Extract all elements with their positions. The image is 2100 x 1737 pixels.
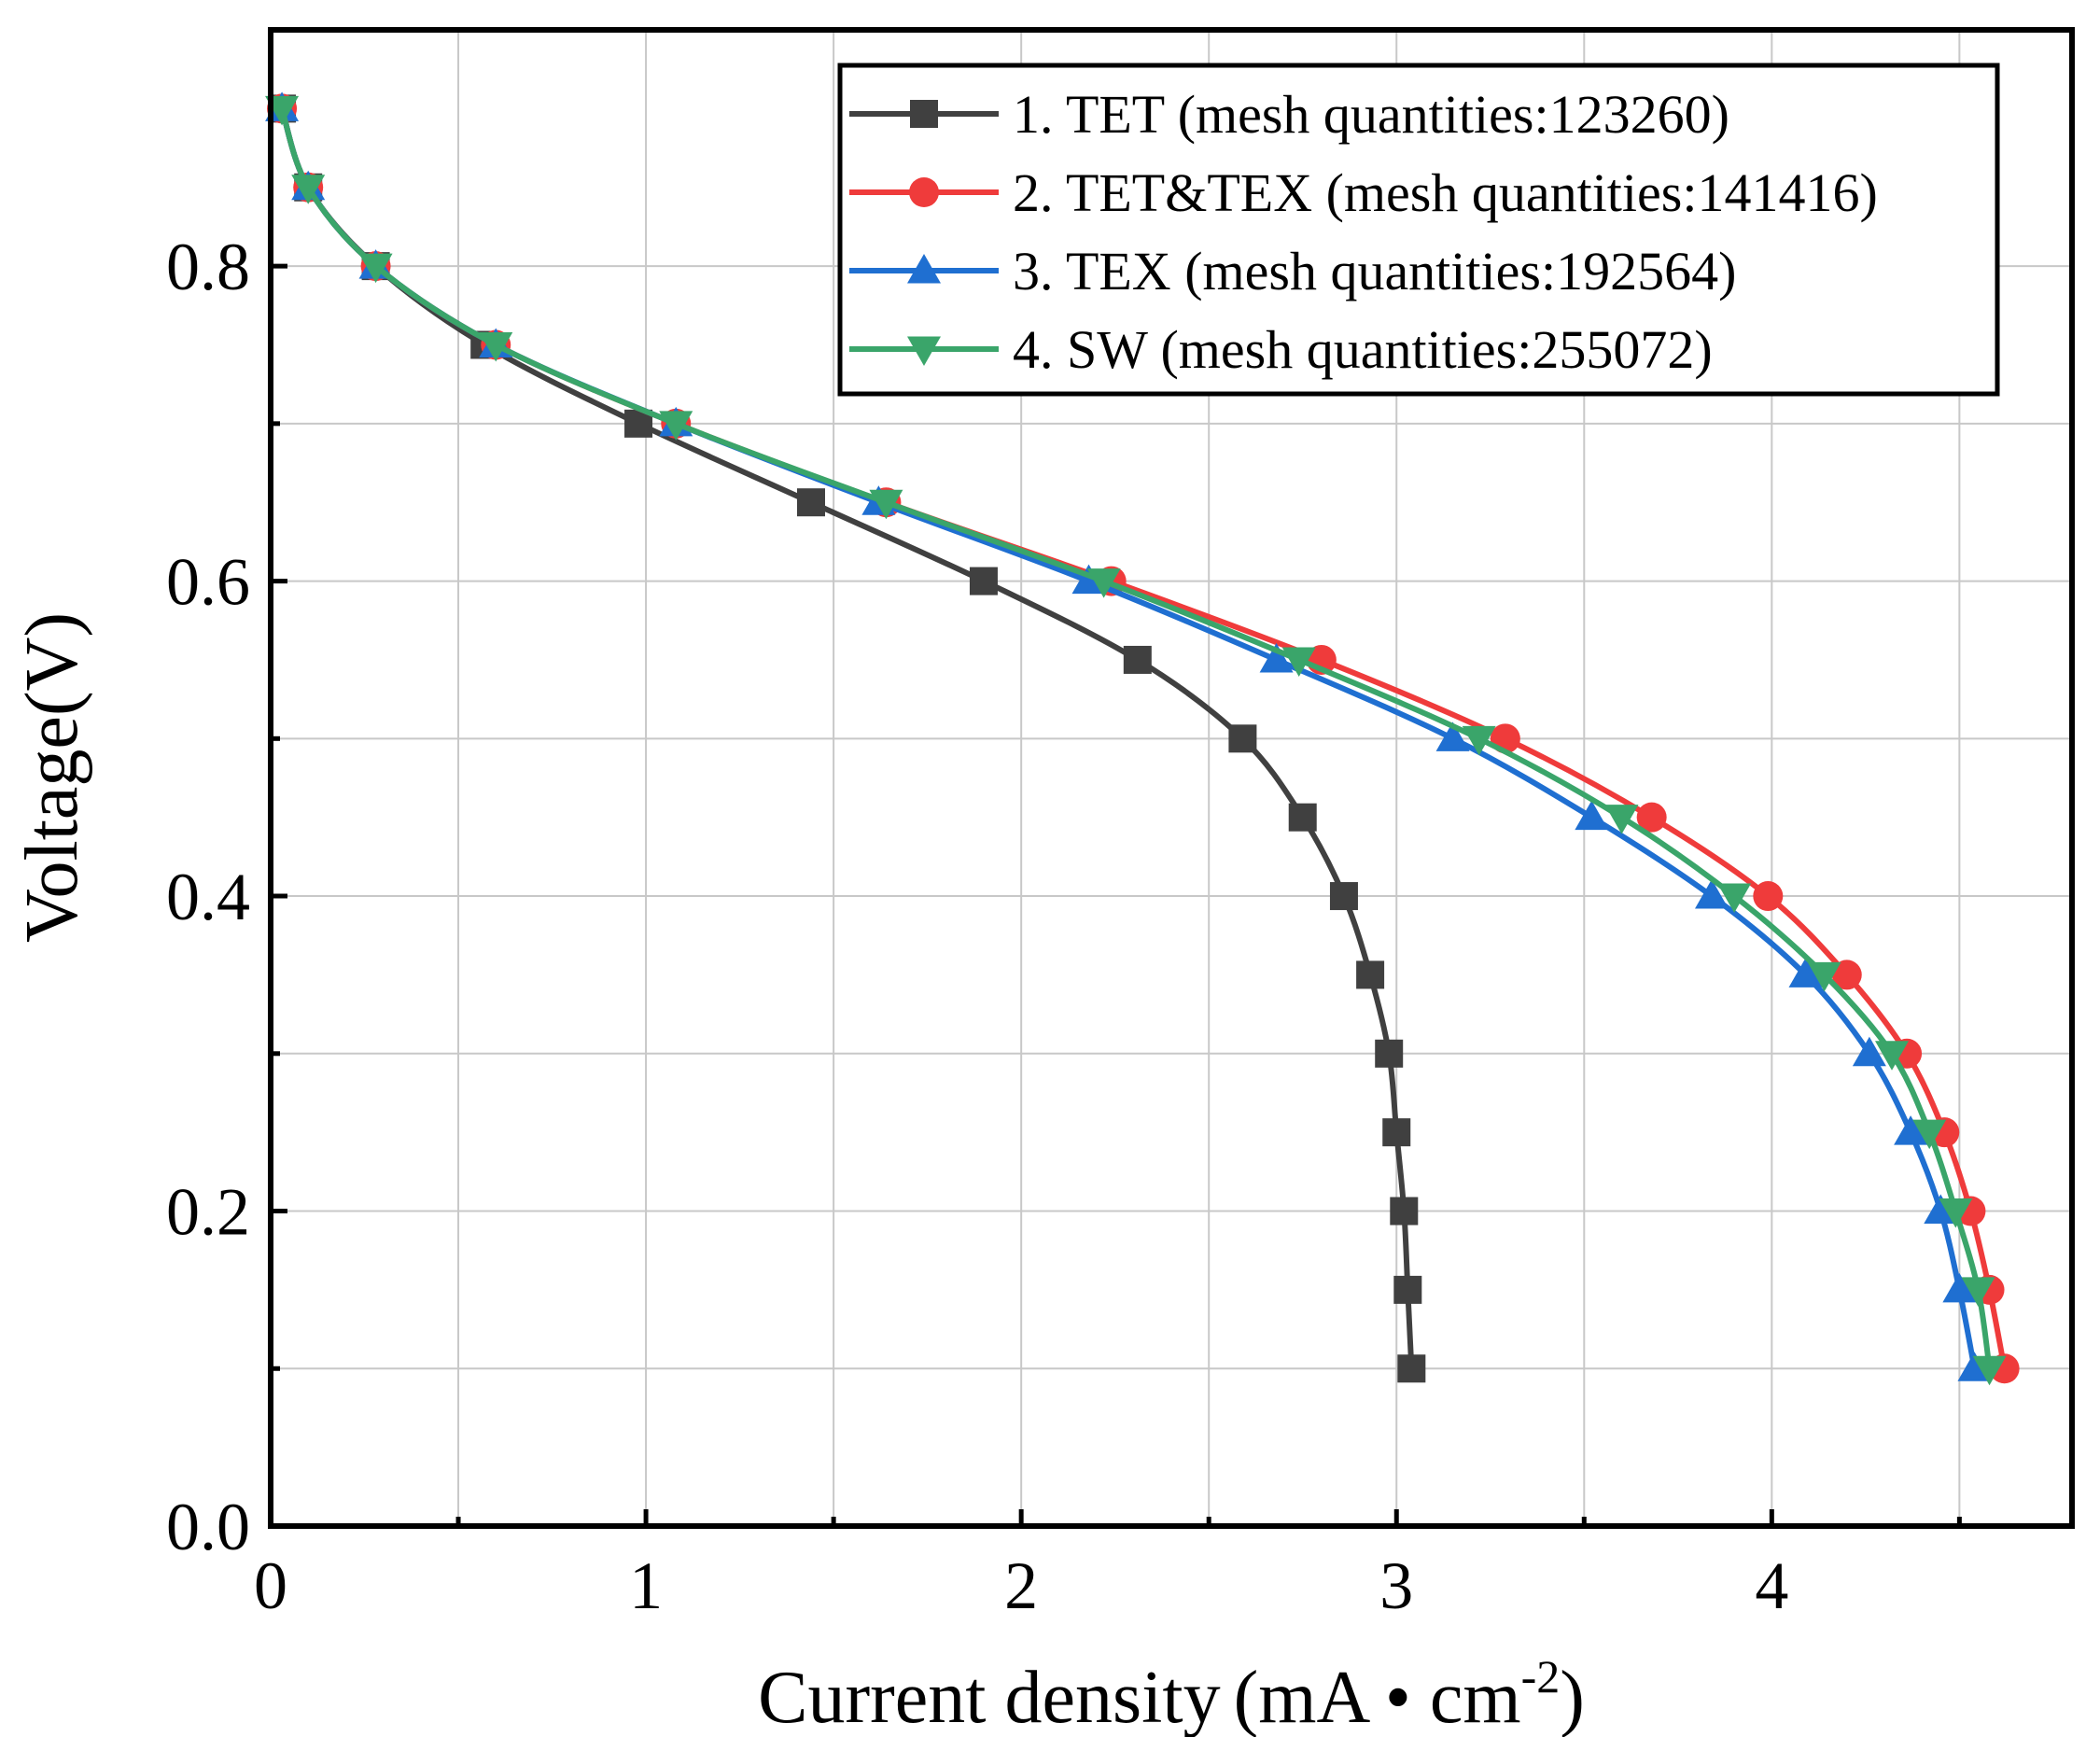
x-tick-label: 2 <box>1004 1548 1038 1623</box>
data-point <box>1397 1354 1426 1383</box>
data-point <box>1972 1355 2007 1386</box>
legend-entry-3: 3. TEX (mesh quantities:192564) <box>849 241 1736 301</box>
data-point <box>1281 647 1316 677</box>
data-point <box>1382 1118 1411 1147</box>
y-axis-title: Voltage(V) <box>11 612 93 943</box>
legend-entry-1: 1. TET (mesh quantities:123260) <box>849 84 1729 145</box>
data-point <box>1071 564 1106 595</box>
data-point <box>1894 1115 1928 1145</box>
data-point <box>1957 1352 1992 1381</box>
y-tick-label: 0.2 <box>166 1175 250 1250</box>
legend-marker <box>909 177 939 207</box>
y-tick-label: 0.0 <box>166 1490 250 1564</box>
y-tick-label: 0.6 <box>166 545 250 620</box>
data-point <box>1939 1198 1973 1228</box>
data-point <box>1393 1275 1422 1304</box>
data-point <box>1961 1277 1995 1307</box>
data-point <box>1831 960 1862 990</box>
data-point <box>1875 1041 1909 1071</box>
x-tick-label: 3 <box>1379 1548 1413 1623</box>
legend-marker <box>907 254 941 284</box>
data-point <box>1717 883 1752 914</box>
data-point <box>1329 882 1358 911</box>
plot-frame <box>268 27 2075 1529</box>
data-point <box>1462 725 1496 756</box>
data-point <box>1288 803 1317 832</box>
data-point <box>1807 961 1841 992</box>
data-point <box>1575 800 1609 831</box>
legend-label: 4. SW (mesh quantities:255072) <box>1013 319 1713 380</box>
data-point <box>358 253 393 284</box>
legend-label: 1. TET (mesh quantities:123260) <box>1013 84 1729 145</box>
axis-ticks: 0 1 2 3 4 0.0 0.2 0.4 0.6 0.8 <box>166 230 1962 1623</box>
x-tick-label: 0 <box>254 1548 287 1623</box>
data-point <box>1123 645 1152 674</box>
legend-entries: 1. TET (mesh quantities:123260) 2. TET&TE… <box>849 84 1878 380</box>
data-point <box>1695 879 1729 909</box>
y-tick-label: 0.4 <box>166 860 250 934</box>
data-point <box>1375 1039 1404 1068</box>
data-point <box>1228 724 1257 753</box>
x-tick-label: 4 <box>1755 1548 1788 1623</box>
data-point <box>969 567 998 595</box>
legend: 1. TET (mesh quantities:123260) 2. TET&TE… <box>837 63 2000 397</box>
legend-marker <box>910 100 938 128</box>
data-point <box>1912 1119 1947 1150</box>
data-point <box>1604 805 1639 834</box>
legend-label: 2. TET&TEX (mesh quantities:141416) <box>1013 162 1878 223</box>
data-point <box>291 175 326 204</box>
legend-entry-4: 4. SW (mesh quantities:255072) <box>849 319 1713 380</box>
data-point <box>1356 960 1385 989</box>
legend-box <box>837 63 2000 397</box>
data-point <box>797 488 825 517</box>
data-point <box>659 411 693 441</box>
legend-marker <box>907 336 941 366</box>
data-point <box>479 331 513 362</box>
data-point <box>1942 1272 1977 1303</box>
x-tick-label: 1 <box>629 1548 663 1623</box>
data-point <box>869 489 903 520</box>
y-tick-label: 0.8 <box>166 230 250 304</box>
legend-label: 3. TEX (mesh quantities:192564) <box>1013 241 1736 301</box>
data-point <box>1435 721 1470 751</box>
data-point <box>1924 1194 1958 1225</box>
series-group <box>265 91 2020 1386</box>
data-point <box>1753 881 1784 912</box>
legend-entry-2: 2. TET&TEX (mesh quantities:141416) <box>849 162 1878 223</box>
series-4 <box>265 95 2007 1386</box>
data-point <box>1788 958 1823 988</box>
data-point <box>1852 1036 1886 1067</box>
x-axis-title: Current density (mA • cm-2) <box>758 1650 1585 1737</box>
data-point <box>265 95 300 126</box>
data-point <box>1259 642 1294 673</box>
data-point <box>1636 802 1667 833</box>
data-point <box>1390 1197 1419 1226</box>
data-point <box>1086 568 1121 598</box>
